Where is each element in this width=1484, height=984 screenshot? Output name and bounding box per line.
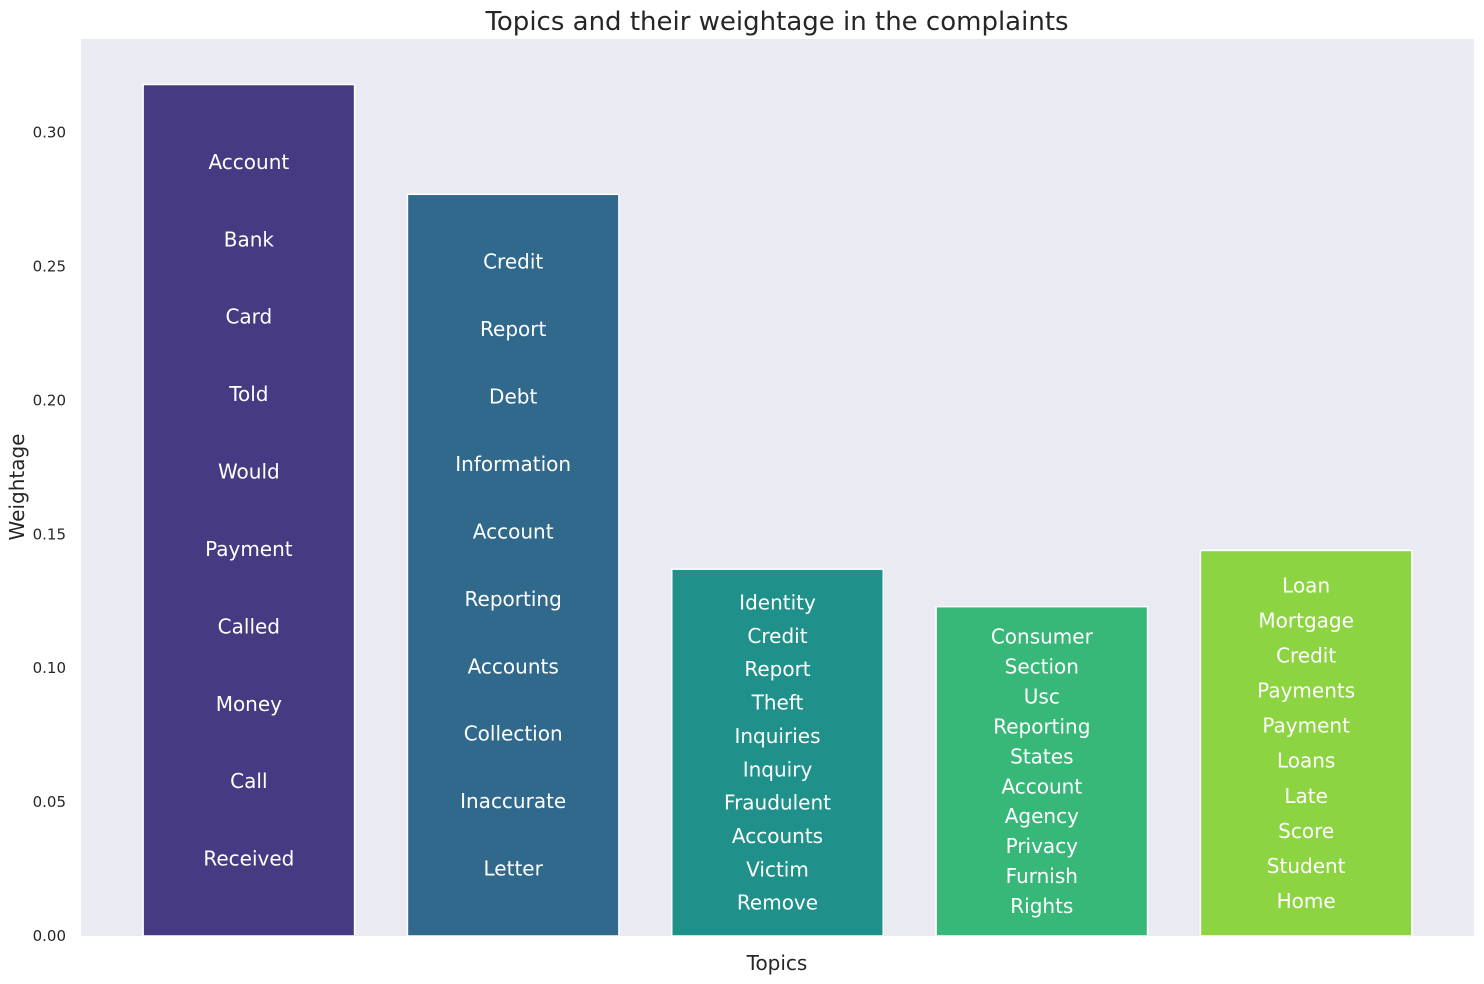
bar-1-word: Account [208,150,289,174]
bar-4-word: Section [1005,655,1079,679]
bar-4-word: Consumer [991,625,1094,649]
bar-4 [935,605,1149,937]
bar-5-word: Home [1277,889,1336,913]
bar-3-word: Victim [746,857,809,881]
bar-3-word: Accounts [732,824,823,848]
bar-3-word: Theft [751,691,804,715]
bar-5-word: Mortgage [1258,609,1354,633]
bar-5-word: Score [1278,819,1334,843]
bar-4-word: Privacy [1006,834,1079,858]
chart-title: Topics and their weightage in the compla… [484,7,1068,37]
bar-4-word: Agency [1005,804,1079,828]
bar-3-word: Credit [747,624,807,648]
bar-2-word: Inaccurate [460,789,566,813]
bar-4-word: Reporting [993,714,1090,738]
bar-2-word: Account [473,519,554,543]
y-tick-label: 0.05 [33,793,66,811]
bar-5-word: Credit [1276,644,1336,668]
bar-3-word: Inquiry [743,757,813,781]
bar-1-word: Called [218,614,280,638]
bar-4-word: Rights [1010,894,1073,918]
bar-5-word: Payments [1257,679,1355,703]
bar-1-word: Payment [205,537,293,561]
bar-1-word: Card [225,305,272,329]
bar-2-word: Reporting [465,587,562,611]
bar-5-word: Loans [1277,749,1335,773]
bar-3-word: Identity [739,591,816,615]
bars-group: Account Bank Card Told Would Payment Called Mon… [142,83,1413,937]
bar-2-word: Accounts [468,654,559,678]
bar-2-word: Information [455,452,571,476]
y-axis-label: Weightage [5,434,29,541]
bar-2-word: Collection [464,722,563,746]
bar-2-word: Debt [489,385,537,409]
bar-5-word: Student [1267,854,1346,878]
bar-2-word: Credit [483,250,543,274]
bar-5-word: Payment [1262,714,1350,738]
x-axis-label: Topics [746,951,808,975]
bar-3-word: Report [744,657,810,681]
y-tick-label: 0.30 [33,124,66,142]
y-tick-label: 0.10 [33,659,66,677]
bar-3-word: Fraudulent [724,791,831,815]
y-tick-label: 0.00 [33,927,66,945]
bar-3-word: Inquiries [734,724,820,748]
bar-4-word: Usc [1024,684,1060,708]
y-tick-label: 0.25 [33,258,66,276]
bar-2 [406,193,620,937]
bar-1-word: Told [228,382,268,406]
bar-1-word: Call [230,769,267,793]
bar-5 [1199,549,1413,937]
bar-4-word: Furnish [1006,864,1078,888]
y-tick-label: 0.15 [33,525,66,543]
y-axis-ticks: 0.00 0.05 0.10 0.15 0.20 0.25 0.30 [33,124,66,945]
bar-4-word: Account [1001,774,1082,798]
bar-3-word: Remove [737,891,818,915]
bar-1-word: Would [218,460,280,484]
bar-5-word: Late [1284,784,1328,808]
bar-1-word: Bank [224,227,275,251]
bar-4-word: States [1010,744,1073,768]
bar-5-word: Loan [1282,573,1330,597]
bar-2-word: Letter [484,857,544,881]
bar-1-word: Money [216,692,282,716]
bar-3 [671,568,884,937]
bar-1 [142,83,356,937]
bar-1-word: Received [203,847,294,871]
bar-2-word: Report [480,317,546,341]
y-tick-label: 0.20 [33,391,66,409]
